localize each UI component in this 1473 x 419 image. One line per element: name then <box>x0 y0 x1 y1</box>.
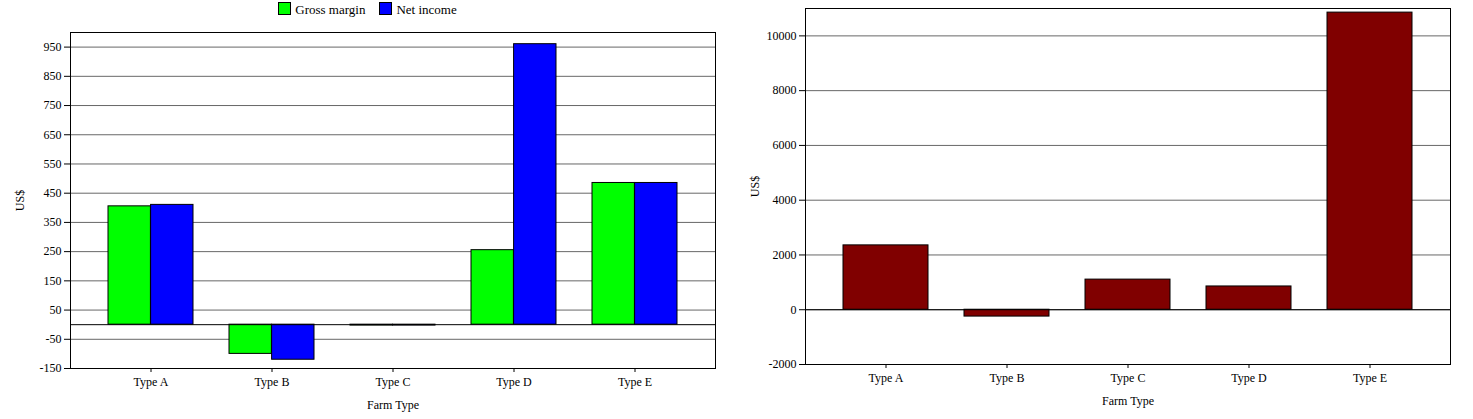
svg-text:Type D: Type D <box>1231 371 1267 385</box>
svg-text:2000: 2000 <box>773 248 797 262</box>
html-text:Gross margin: Gross margin <box>295 2 366 17</box>
svg-text:Type C: Type C <box>376 375 411 389</box>
svg-text:Type E: Type E <box>618 375 652 389</box>
svg-text:0: 0 <box>791 303 797 317</box>
svg-text:Type C: Type C <box>1111 371 1146 385</box>
svg-text:US$: US$ <box>13 190 27 211</box>
svg-text:50: 50 <box>50 303 62 317</box>
svg-text:6000: 6000 <box>773 138 797 152</box>
svg-text:450: 450 <box>44 186 62 200</box>
svg-text:-2000: -2000 <box>769 357 797 371</box>
svg-text:Type E: Type E <box>1353 371 1387 385</box>
svg-text:-50: -50 <box>46 332 62 346</box>
svg-text:350: 350 <box>44 215 62 229</box>
svg-text:Type A: Type A <box>869 371 904 385</box>
svg-text:Type A: Type A <box>134 375 169 389</box>
svg-text:8000: 8000 <box>773 83 797 97</box>
svg-text:550: 550 <box>44 157 62 171</box>
svg-text:Type B: Type B <box>990 371 1025 385</box>
svg-text:US$: US$ <box>748 176 762 197</box>
svg-text:Type B: Type B <box>255 375 290 389</box>
svg-text:Farm Type: Farm Type <box>367 398 419 412</box>
svg-text:-150: -150 <box>40 361 62 375</box>
svg-text:250: 250 <box>44 244 62 258</box>
svg-text:750: 750 <box>44 98 62 112</box>
svg-text:950: 950 <box>44 40 62 54</box>
svg-text:4000: 4000 <box>773 193 797 207</box>
svg-text:650: 650 <box>44 128 62 142</box>
svg-text:Farm Type: Farm Type <box>1102 394 1154 408</box>
svg-text:10000: 10000 <box>767 29 797 43</box>
svg-text:Type D: Type D <box>496 375 532 389</box>
html-text:Net income: Net income <box>396 2 457 17</box>
svg-text:150: 150 <box>44 274 62 288</box>
svg-text:850: 850 <box>44 69 62 83</box>
